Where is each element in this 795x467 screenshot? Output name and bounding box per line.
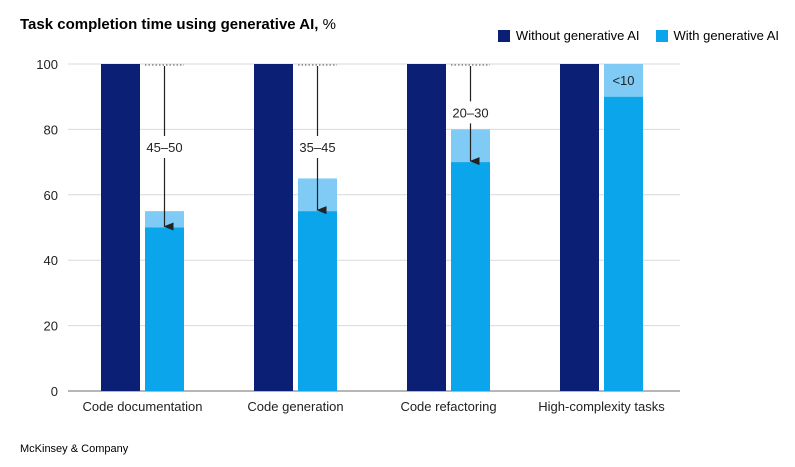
legend: Without generative AI With generative AI bbox=[497, 28, 780, 43]
reduction-label: <10 bbox=[612, 73, 634, 88]
bar-without-ai bbox=[101, 64, 140, 391]
chart-title: Task completion time using generative AI… bbox=[20, 16, 336, 33]
x-category-label: Code generation bbox=[247, 399, 343, 414]
bar-with-ai bbox=[451, 162, 490, 391]
chart-title-text: Task completion time using generative AI… bbox=[20, 16, 319, 33]
legend-swatch-without bbox=[497, 29, 510, 42]
bar-range-with-ai bbox=[604, 64, 643, 97]
bar-with-ai bbox=[298, 211, 337, 391]
y-tick-label: 40 bbox=[44, 253, 58, 268]
footer-source: McKinsey & Company bbox=[20, 443, 129, 455]
bar-without-ai bbox=[407, 64, 446, 391]
legend-swatch-with bbox=[655, 29, 668, 42]
legend-label-without: Without generative AI bbox=[515, 28, 640, 43]
legend-item-with: With generative AI bbox=[655, 28, 780, 43]
reduction-label: 20–30 bbox=[452, 105, 488, 120]
y-tick-label: 60 bbox=[44, 188, 58, 203]
bar-with-ai bbox=[145, 227, 184, 391]
reduction-label: 35–45 bbox=[299, 140, 335, 155]
chart-title-unit: % bbox=[322, 16, 336, 33]
bar-without-ai bbox=[560, 64, 599, 391]
reduction-label: 45–50 bbox=[146, 140, 182, 155]
y-tick-label: 0 bbox=[51, 384, 58, 399]
bar-without-ai bbox=[254, 64, 293, 391]
x-category-label: Code documentation bbox=[83, 399, 203, 414]
x-category-label: High-complexity tasks bbox=[538, 399, 665, 414]
y-tick-label: 100 bbox=[36, 57, 58, 72]
legend-item-without: Without generative AI bbox=[497, 28, 640, 43]
x-category-label: Code refactoring bbox=[400, 399, 496, 414]
bar-with-ai bbox=[604, 96, 643, 391]
legend-label-with: With generative AI bbox=[673, 28, 780, 43]
y-tick-label: 20 bbox=[44, 319, 58, 334]
y-tick-label: 80 bbox=[44, 122, 58, 137]
